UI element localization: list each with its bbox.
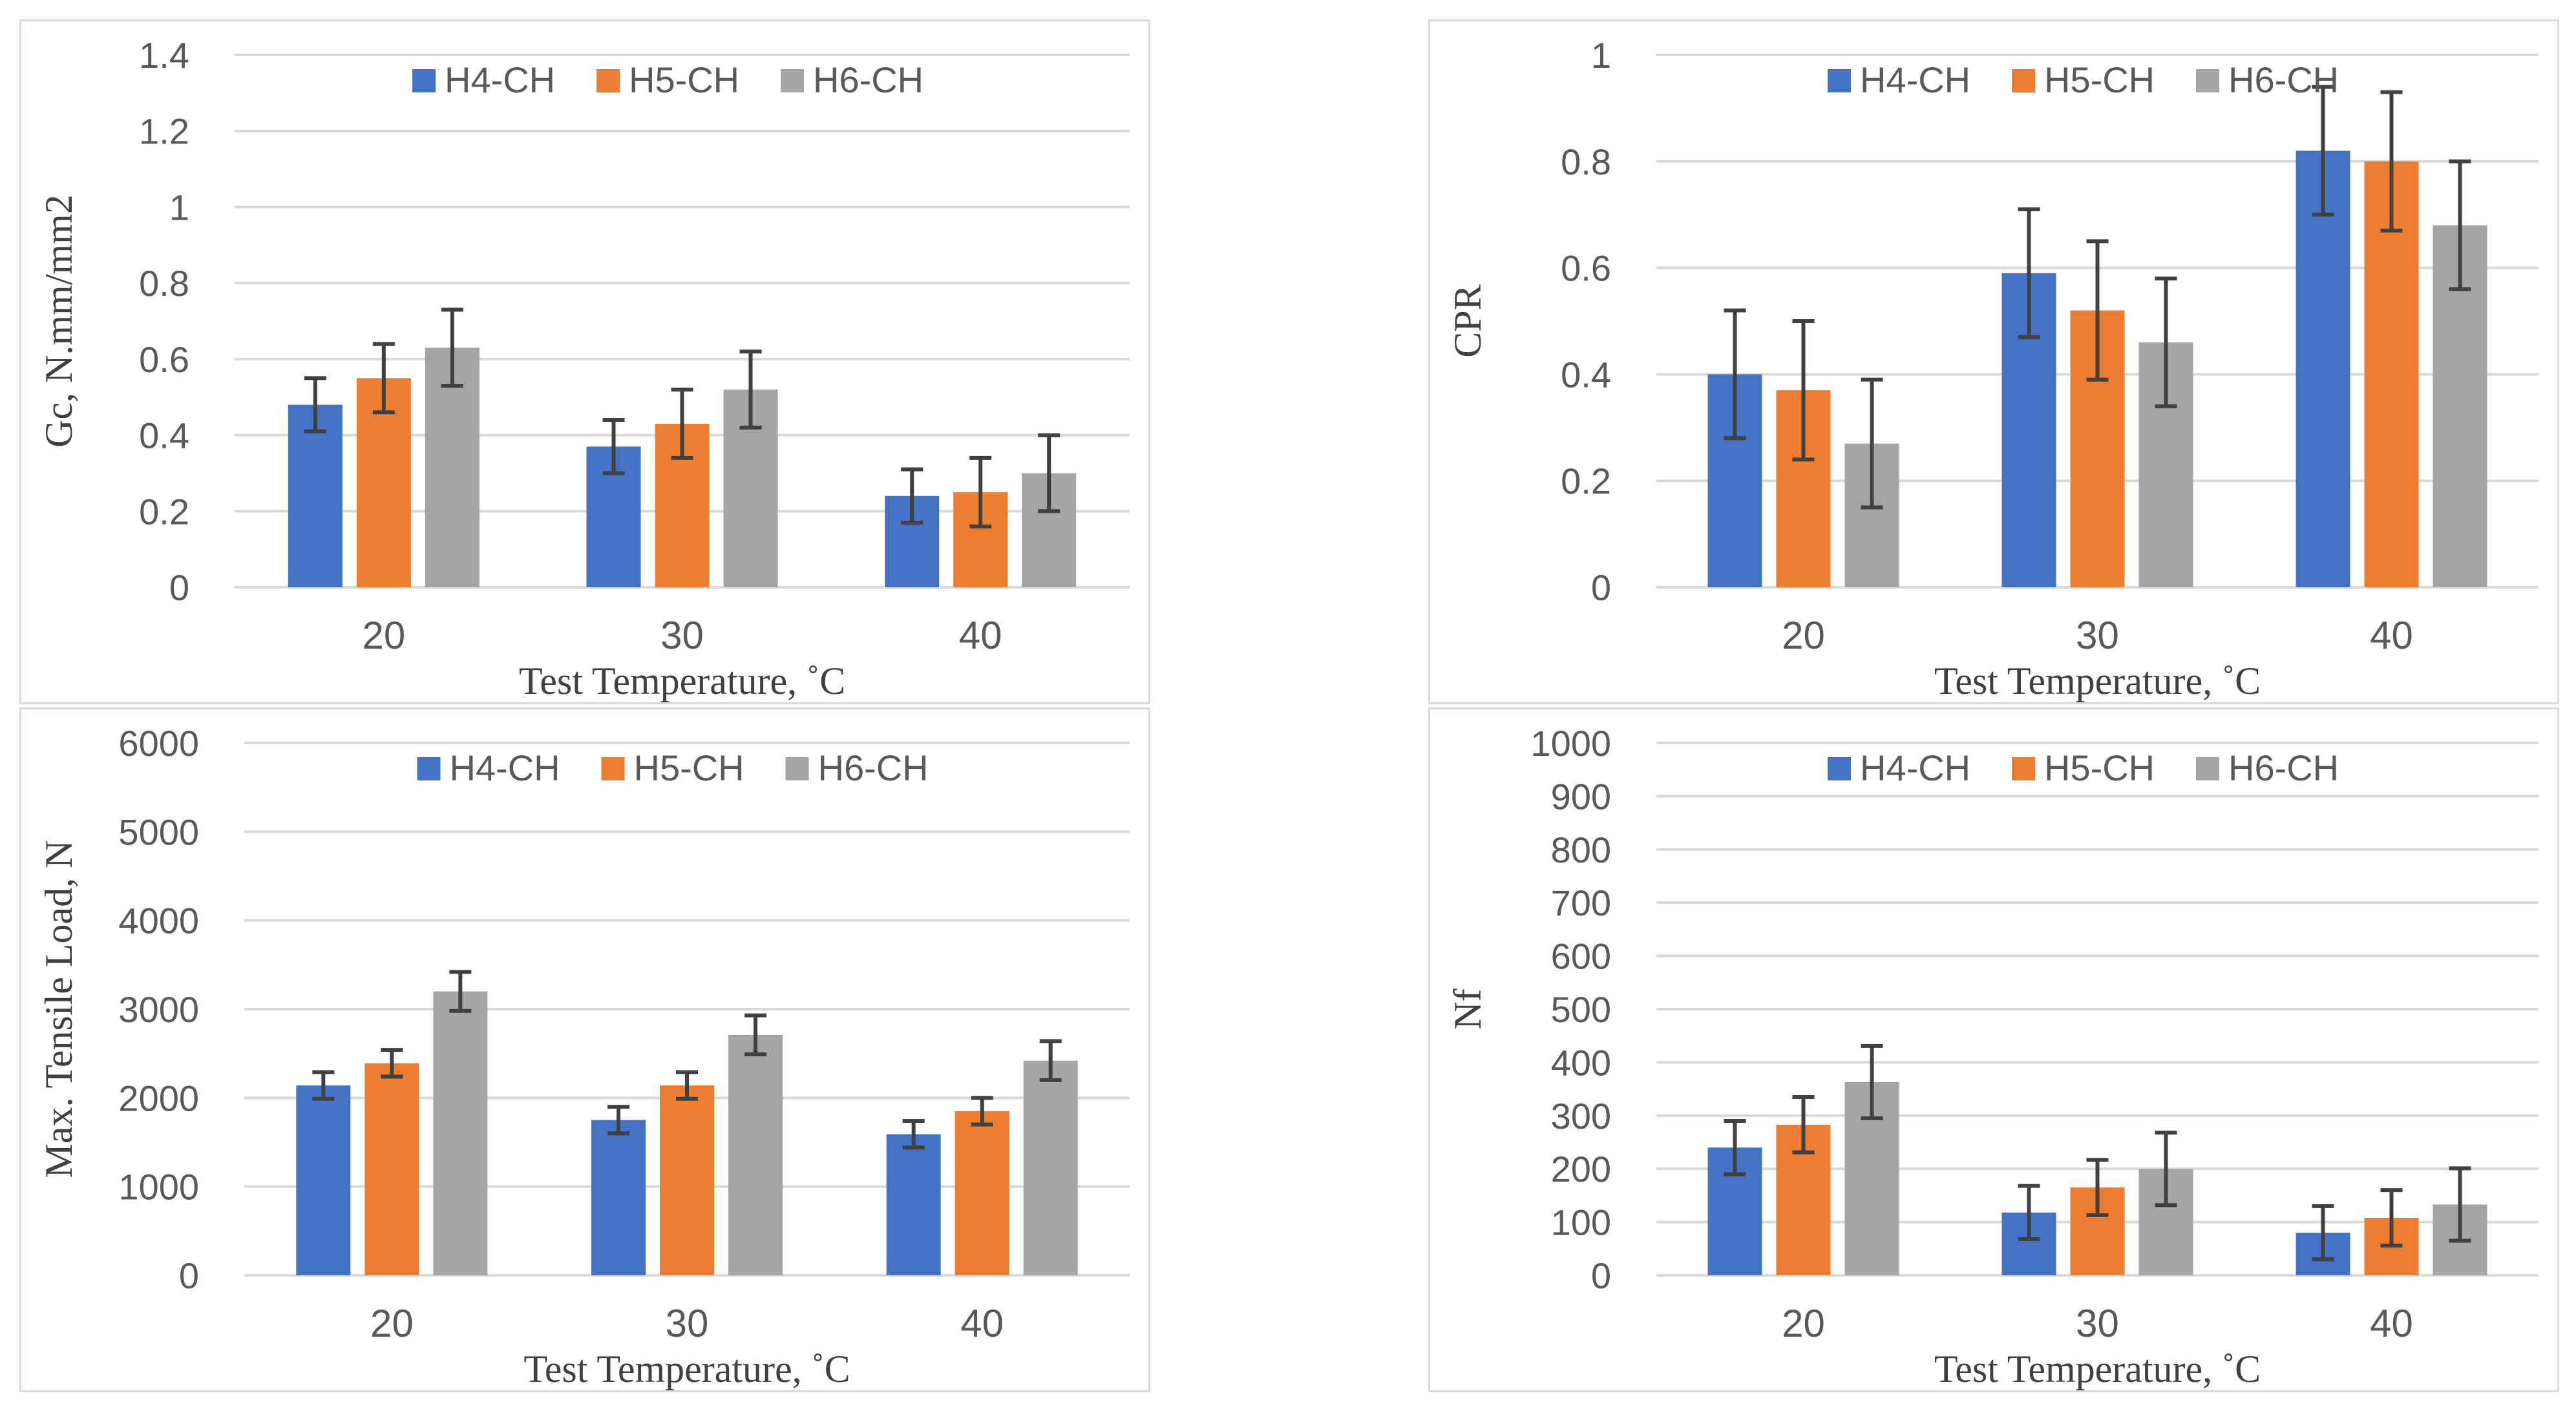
y-axis-title: Max. Tensile Load, N <box>37 841 80 1178</box>
legend-swatch-h4-ch <box>1828 69 1851 92</box>
legend-swatch-h6-ch <box>781 69 804 92</box>
bar-h4-ch-30 <box>591 1120 646 1275</box>
legend-label-h4-ch: H4-CH <box>445 59 555 100</box>
y-tick-label: 500 <box>1551 989 1611 1030</box>
y-tick-label: 0 <box>1591 1255 1611 1296</box>
y-tick-label: 1 <box>1591 35 1611 76</box>
y-tick-label: 400 <box>1551 1042 1611 1083</box>
bar-h5-ch-30 <box>660 1085 714 1275</box>
y-tick-label: 0 <box>169 567 189 608</box>
x-tick-label: 20 <box>1782 1302 1825 1345</box>
legend-swatch-h6-ch <box>2196 69 2219 92</box>
y-tick-label: 0.2 <box>139 491 189 532</box>
legend-label-h5-ch: H5-CH <box>634 747 744 788</box>
legend-label-h4-ch: H4-CH <box>1860 59 1970 100</box>
y-tick-label: 300 <box>1551 1096 1611 1136</box>
y-tick-label: 800 <box>1551 830 1611 870</box>
legend-label-h6-ch: H6-CH <box>2228 59 2339 100</box>
legend-swatch-h4-ch <box>417 757 441 780</box>
y-tick-label: 900 <box>1551 776 1611 817</box>
y-tick-label: 1 <box>169 187 189 227</box>
y-axis-title: Nf <box>1446 988 1489 1029</box>
legend-label-h5-ch: H5-CH <box>629 59 739 100</box>
x-tick-label: 30 <box>660 614 704 657</box>
chart-panel-cpr: 0 0.2 0.4 0.6 0.8 1 20 30 40 Test Temperature, ˚C… <box>1428 19 2559 704</box>
bar-h4-ch-20 <box>296 1085 351 1275</box>
chart-nf: 0 100 200 300 400 500 600 700 800 900 1000 20 30 40 Te… <box>1446 723 2539 1390</box>
y-tick-label: 0 <box>179 1255 199 1296</box>
y-tick-label: 0.2 <box>1561 461 1611 501</box>
bar-h4-ch-20 <box>288 404 343 587</box>
x-tick-label: 40 <box>2370 614 2413 657</box>
chart-cpr: 0 0.2 0.4 0.6 0.8 1 20 30 40 Test Temperature, ˚C… <box>1446 35 2539 702</box>
y-tick-label: 0.8 <box>139 263 189 304</box>
y-tick-label: 1.2 <box>139 111 189 152</box>
chart-max-tensile-load: 0 1000 2000 3000 4000 5000 6000 20 30 40 Test Temp… <box>37 723 1130 1390</box>
x-tick-label: 20 <box>370 1302 414 1345</box>
y-axis-title: CPR <box>1446 284 1489 357</box>
y-tick-label: 100 <box>1551 1202 1611 1243</box>
chart-panel-nf: 0 100 200 300 400 500 600 700 800 900 1000 20 30 40 Te… <box>1428 707 2559 1392</box>
legend-label-h5-ch: H5-CH <box>2044 747 2155 788</box>
legend-swatch-h4-ch <box>412 69 436 92</box>
y-tick-label: 0.4 <box>1561 354 1611 395</box>
x-axis-title: Test Temperature, ˚C <box>519 660 845 702</box>
legend-swatch-h6-ch <box>2196 757 2219 780</box>
y-tick-label: 700 <box>1551 883 1611 923</box>
legend-label-h6-ch: H6-CH <box>813 59 924 100</box>
x-tick-label: 20 <box>362 614 405 657</box>
x-tick-label: 40 <box>2370 1302 2413 1345</box>
x-tick-label: 40 <box>959 614 1002 657</box>
x-tick-label: 20 <box>1782 614 1825 657</box>
legend-label-h5-ch: H5-CH <box>2044 59 2155 100</box>
y-tick-label: 3000 <box>118 989 199 1030</box>
legend-label-h6-ch: H6-CH <box>818 747 929 788</box>
y-tick-label: 2000 <box>118 1078 199 1118</box>
x-tick-label: 30 <box>666 1302 709 1345</box>
y-tick-label: 200 <box>1551 1149 1611 1189</box>
y-tick-label: 600 <box>1551 936 1611 977</box>
x-tick-label: 40 <box>960 1302 1004 1345</box>
legend-swatch-h5-ch <box>2012 757 2035 780</box>
x-axis-title: Test Temperature, ˚C <box>1934 1348 2261 1390</box>
x-tick-label: 30 <box>2076 1302 2119 1345</box>
y-tick-label: 1000 <box>1530 723 1611 764</box>
bar-h4-ch-40 <box>2296 151 2350 587</box>
chart-gc: 0 0.2 0.4 0.6 0.8 1 1.2 1.4 20 30 40 Test Temperatu… <box>37 35 1130 702</box>
y-tick-label: 0 <box>1591 567 1611 608</box>
legend: H4-CH H5-CH H6-CH <box>1828 59 2339 100</box>
legend-swatch-h5-ch <box>596 69 620 92</box>
legend-swatch-h6-ch <box>785 757 809 780</box>
y-tick-label: 1.4 <box>139 35 189 76</box>
legend-label-h6-ch: H6-CH <box>2228 747 2339 788</box>
y-tick-label: 6000 <box>118 723 199 764</box>
y-tick-label: 0.6 <box>139 339 189 380</box>
y-tick-label: 0.8 <box>1561 141 1611 182</box>
bar-h6-ch-40 <box>1023 1060 1078 1275</box>
x-axis-title: Test Temperature, ˚C <box>1934 660 2261 702</box>
y-tick-label: 0.4 <box>139 415 189 456</box>
y-axis-title: Gc, N.mm/mm2 <box>37 194 80 448</box>
bar-h6-ch-20 <box>433 991 488 1275</box>
y-tick-label: 0.6 <box>1561 248 1611 289</box>
y-tick-label: 4000 <box>118 901 199 941</box>
legend-label-h4-ch: H4-CH <box>450 747 560 788</box>
x-tick-label: 30 <box>2076 614 2119 657</box>
legend: H4-CH H5-CH H6-CH <box>417 747 929 788</box>
legend: H4-CH H5-CH H6-CH <box>412 59 924 100</box>
legend-swatch-h5-ch <box>601 757 625 780</box>
legend-swatch-h5-ch <box>2012 69 2035 92</box>
bar-h6-ch-30 <box>728 1034 783 1275</box>
legend-swatch-h4-ch <box>1828 757 1851 780</box>
legend-label-h4-ch: H4-CH <box>1860 747 1970 788</box>
bar-h4-ch-40 <box>886 1134 941 1275</box>
bar-h5-ch-40 <box>955 1111 1009 1275</box>
y-tick-label: 1000 <box>118 1167 199 1207</box>
y-tick-label: 5000 <box>118 811 199 852</box>
legend: H4-CH H5-CH H6-CH <box>1828 747 2339 788</box>
bar-h5-ch-20 <box>364 1063 419 1275</box>
chart-panel-max-tensile-load: 0 1000 2000 3000 4000 5000 6000 20 30 40 Test Temp… <box>19 707 1150 1392</box>
chart-panel-gc: 0 0.2 0.4 0.6 0.8 1 1.2 1.4 20 30 40 Test Temperatu… <box>19 19 1150 704</box>
x-axis-title: Test Temperature, ˚C <box>523 1348 850 1390</box>
